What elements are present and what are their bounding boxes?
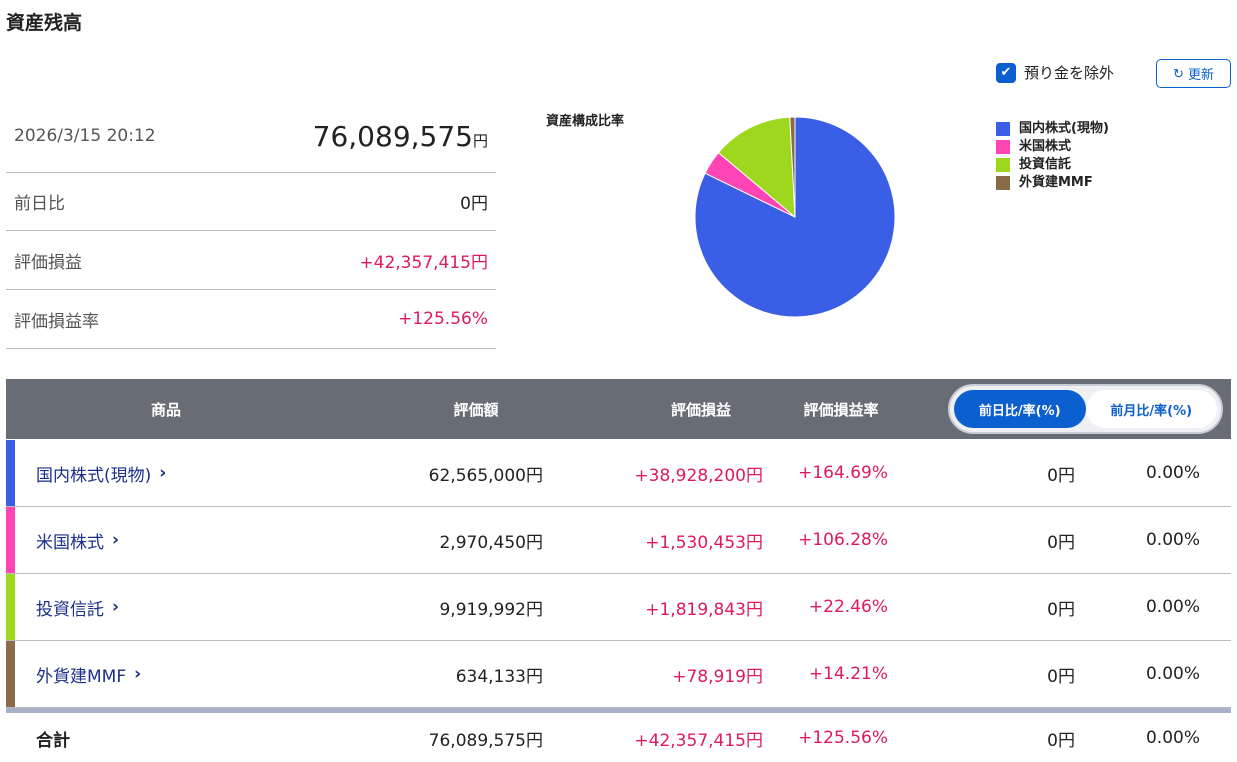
product-name[interactable]: 米国株式 bbox=[36, 532, 104, 553]
exclude-deposit-checkbox[interactable]: ✔ 預り金を除外 bbox=[996, 62, 1114, 83]
product-name[interactable]: 投資信託 bbox=[36, 599, 104, 620]
refresh-label: 更新 bbox=[1187, 67, 1214, 82]
product-link[interactable]: 投資信託 › bbox=[36, 574, 366, 640]
row-pnl: +38,928,200円 bbox=[634, 465, 763, 486]
table-row: 国内株式(現物) › 62,565,000円 +38,928,200円 +164.… bbox=[6, 440, 1231, 507]
legend-label: 米国株式 bbox=[1019, 139, 1072, 154]
chevron-right-icon[interactable]: › bbox=[112, 530, 120, 550]
page-title: 資産残高 bbox=[6, 12, 83, 34]
row-value: 634,133円 bbox=[455, 666, 543, 687]
row-diff-rate: 0.00% bbox=[1145, 664, 1200, 684]
product-link[interactable]: 米国株式 › bbox=[36, 507, 366, 573]
row-diff-rate: 0.00% bbox=[1145, 463, 1200, 483]
legend-label: 国内株式(現物) bbox=[1019, 121, 1109, 136]
total-value: 76,089,575 bbox=[312, 119, 473, 153]
toggle-daily[interactable]: 前日比/率(%) bbox=[954, 390, 1086, 428]
chevron-right-icon[interactable]: › bbox=[112, 597, 120, 617]
total-diff: 0円 bbox=[1047, 730, 1075, 751]
row-color-bar bbox=[6, 641, 15, 707]
summary-row-pnl: 評価損益 +42,357,415円 bbox=[6, 231, 496, 290]
summary-value: 0円 bbox=[460, 194, 488, 214]
row-diff: 0円 bbox=[1047, 666, 1075, 687]
exclude-deposit-label: 預り金を除外 bbox=[1024, 64, 1115, 82]
table-header: 商品 評価額 評価損益 評価損益率 前日比/率(%) 前月比/率(%) bbox=[6, 379, 1231, 439]
legend-label: 外貨建MMF bbox=[1019, 175, 1093, 190]
row-diff: 0円 bbox=[1047, 599, 1075, 620]
chart-title: 資産構成比率 bbox=[546, 114, 625, 129]
pie-slice-2 bbox=[717, 116, 796, 219]
row-color-bar bbox=[6, 507, 15, 573]
product-name[interactable]: 外貨建MMF bbox=[36, 666, 127, 687]
legend-swatch bbox=[996, 176, 1010, 190]
legend-swatch bbox=[996, 140, 1010, 154]
chevron-right-icon[interactable]: › bbox=[134, 664, 142, 684]
summary-value: +42,357,415円 bbox=[359, 252, 488, 273]
header-rate: 評価損益率 bbox=[803, 400, 879, 419]
row-diff: 0円 bbox=[1047, 532, 1075, 553]
summary-row-day-change: 前日比 0円 bbox=[6, 173, 496, 231]
product-name[interactable]: 国内株式(現物) bbox=[36, 465, 152, 486]
total-diff-rate: 0.00% bbox=[1145, 728, 1200, 748]
header-product: 商品 bbox=[150, 400, 181, 419]
refresh-icon: ↻ bbox=[1173, 65, 1184, 81]
row-diff-rate: 0.00% bbox=[1145, 530, 1200, 550]
legend-item: 投資信託 bbox=[996, 156, 1109, 174]
total-rate: +125.56% bbox=[798, 728, 888, 748]
legend-swatch bbox=[996, 158, 1010, 172]
total-value: 76,089,575円 bbox=[428, 730, 543, 751]
chevron-right-icon[interactable]: › bbox=[159, 463, 167, 483]
row-value: 9,919,992円 bbox=[439, 599, 543, 620]
summary-total: 76,089,575 円 bbox=[313, 120, 488, 153]
total-unit: 円 bbox=[472, 131, 488, 150]
row-pnl: +78,919円 bbox=[672, 666, 763, 687]
table-row: 投資信託 › 9,919,992円 +1,819,843円 +22.46% 0円 … bbox=[6, 574, 1231, 641]
pie-chart bbox=[694, 116, 896, 318]
row-pnl: +1,530,453円 bbox=[645, 532, 763, 553]
row-value: 2,970,450円 bbox=[439, 532, 543, 553]
row-color-bar bbox=[6, 574, 15, 640]
header-pnl: 評価損益 bbox=[670, 400, 731, 419]
toggle-monthly[interactable]: 前月比/率(%) bbox=[1085, 390, 1217, 428]
legend-item: 国内株式(現物) bbox=[996, 120, 1109, 138]
pie-slice-3 bbox=[789, 116, 796, 218]
row-diff: 0円 bbox=[1047, 465, 1075, 486]
product-link[interactable]: 国内株式(現物) › bbox=[36, 440, 366, 506]
row-rate: +14.21% bbox=[808, 664, 888, 684]
summary-value: +125.56% bbox=[398, 309, 488, 329]
summary-label: 評価損益 bbox=[14, 252, 82, 273]
row-rate: +106.28% bbox=[798, 530, 888, 550]
total-divider bbox=[6, 708, 1231, 713]
checkbox-checked-icon[interactable]: ✔ bbox=[996, 62, 1016, 83]
total-pnl: +42,357,415円 bbox=[634, 730, 763, 751]
row-rate: +164.69% bbox=[798, 463, 888, 483]
period-toggle[interactable]: 前日比/率(%) 前月比/率(%) bbox=[948, 384, 1223, 434]
row-color-bar bbox=[6, 440, 15, 506]
row-value: 62,565,000円 bbox=[428, 465, 543, 486]
summary-total-row: 2026/3/15 20:12 76,089,575 円 bbox=[6, 100, 496, 173]
legend-item: 米国株式 bbox=[996, 138, 1109, 156]
header-value: 評価額 bbox=[453, 400, 499, 419]
chart-legend: 国内株式(現物) 米国株式 投資信託 外貨建MMF bbox=[996, 120, 1109, 192]
legend-item: 外貨建MMF bbox=[996, 174, 1109, 192]
row-rate: +22.46% bbox=[808, 597, 888, 617]
total-label: 合計 bbox=[36, 730, 70, 751]
total-row: 合計 76,089,575円 +42,357,415円 +125.56% 0円 … bbox=[6, 714, 1231, 762]
row-pnl: +1,819,843円 bbox=[645, 599, 763, 620]
summary-label: 評価損益率 bbox=[14, 311, 99, 332]
table-row: 外貨建MMF › 634,133円 +78,919円 +14.21% 0円 0.0… bbox=[6, 641, 1231, 708]
product-link[interactable]: 外貨建MMF › bbox=[36, 641, 366, 707]
row-diff-rate: 0.00% bbox=[1145, 597, 1200, 617]
legend-swatch bbox=[996, 122, 1010, 136]
legend-label: 投資信託 bbox=[1019, 157, 1072, 172]
summary-row-pnl-rate: 評価損益率 +125.56% bbox=[6, 290, 496, 349]
refresh-button[interactable]: ↻ 更新 bbox=[1156, 59, 1231, 88]
summary-label: 前日比 bbox=[14, 194, 65, 214]
summary-datetime: 2026/3/15 20:12 bbox=[14, 126, 156, 146]
table-row: 米国株式 › 2,970,450円 +1,530,453円 +106.28% 0円… bbox=[6, 507, 1231, 574]
